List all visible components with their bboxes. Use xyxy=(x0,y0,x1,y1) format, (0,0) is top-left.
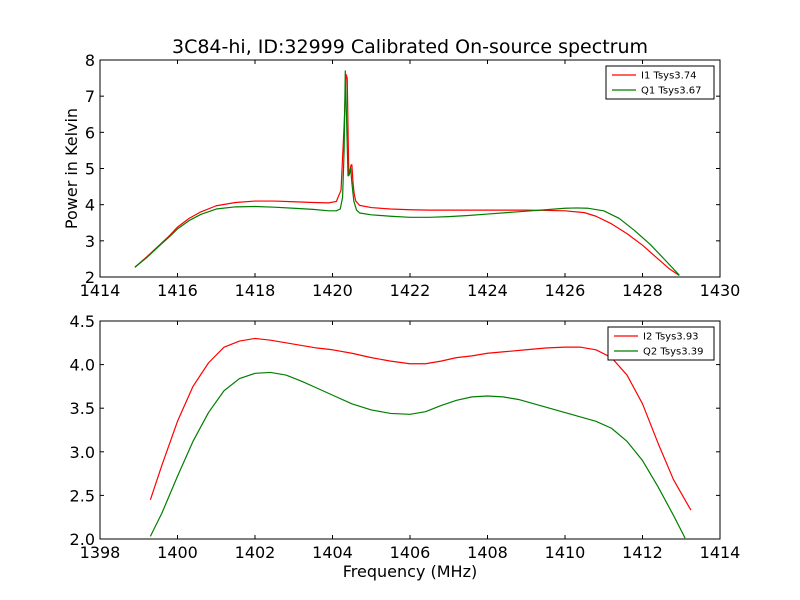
top-y-tick-label: 4 xyxy=(85,196,95,215)
bottom-x-tick-label: 1414 xyxy=(700,543,741,562)
bottom-x-tick-label: 1402 xyxy=(235,543,276,562)
bottom-legend-box xyxy=(607,326,715,361)
bottom-legend-label-2: Q2 Tsys3.39 xyxy=(643,347,703,358)
top-x-tick-label: 1418 xyxy=(235,281,276,300)
bottom-x-tick-label: 1404 xyxy=(312,543,353,562)
top-x-tick-label: 1426 xyxy=(545,281,586,300)
top-legend: I1 Tsys3.74 Q1 Tsys3.67 xyxy=(605,65,715,100)
top-y-tick-label: 6 xyxy=(85,123,95,142)
bottom-x-tick-label: 1408 xyxy=(467,543,508,562)
bottom-x-tick-label: 1398 xyxy=(80,543,121,562)
bottom-x-tick-label: 1400 xyxy=(157,543,198,562)
top-x-tick-label: 1416 xyxy=(157,281,198,300)
top-y-tick-label: 5 xyxy=(85,160,95,179)
top-x-tick-label: 1428 xyxy=(622,281,663,300)
top-series-line-1 xyxy=(134,73,680,277)
top-legend-label-2: Q1 Tsys3.67 xyxy=(641,86,701,97)
top-x-tick-label: 1420 xyxy=(312,281,353,300)
bottom-x-tick-label: 1406 xyxy=(390,543,431,562)
chart-title: 3C84-hi, ID:32999 Calibrated On-source s… xyxy=(172,36,648,58)
top-x-tick-label: 1414 xyxy=(80,281,121,300)
bottom-x-tick-label: 1412 xyxy=(622,543,663,562)
bottom-y-tick-label: 4.0 xyxy=(70,356,95,375)
bottom-legend-label-1: I2 Tsys3.93 xyxy=(643,332,699,343)
bottom-legend: I2 Tsys3.93 Q2 Tsys3.39 xyxy=(607,326,715,361)
bottom-x-tick-label: 1410 xyxy=(545,543,586,562)
top-x-tick-label: 1424 xyxy=(467,281,508,300)
bottom-x-axis-label: Frequency (MHz) xyxy=(343,562,477,581)
bottom-series-line-2 xyxy=(149,371,686,539)
top-legend-label-1: I1 Tsys3.74 xyxy=(641,71,697,82)
top-y-tick-label: 3 xyxy=(85,232,95,251)
bottom-y-tick-label: 3.5 xyxy=(70,399,95,418)
top-series-line-2 xyxy=(134,70,680,276)
top-y-tick-label: 7 xyxy=(85,87,95,106)
top-x-tick-label: 1422 xyxy=(390,281,431,300)
bottom-y-tick-label: 2.0 xyxy=(70,530,95,549)
top-x-tick-label: 1430 xyxy=(700,281,741,300)
bottom-series-line-1 xyxy=(149,337,692,511)
top-panel: 1414 1416 1418 1420 1422 1424 1426 1428 1430 2 3 4 5… xyxy=(62,51,740,300)
bottom-y-tick-label: 3.0 xyxy=(70,443,95,462)
top-y-axis-label: Power in Kelvin xyxy=(62,108,81,229)
bottom-panel: 1398 1400 1402 1404 1406 1408 1410 1412 1414 2.0 2… xyxy=(70,312,741,581)
top-y-tick-label: 8 xyxy=(85,51,95,70)
top-legend-box xyxy=(605,65,715,100)
bottom-y-tick-label: 4.5 xyxy=(70,312,95,331)
top-y-tick-label: 2 xyxy=(85,268,95,287)
bottom-y-tick-label: 2.5 xyxy=(70,486,95,505)
